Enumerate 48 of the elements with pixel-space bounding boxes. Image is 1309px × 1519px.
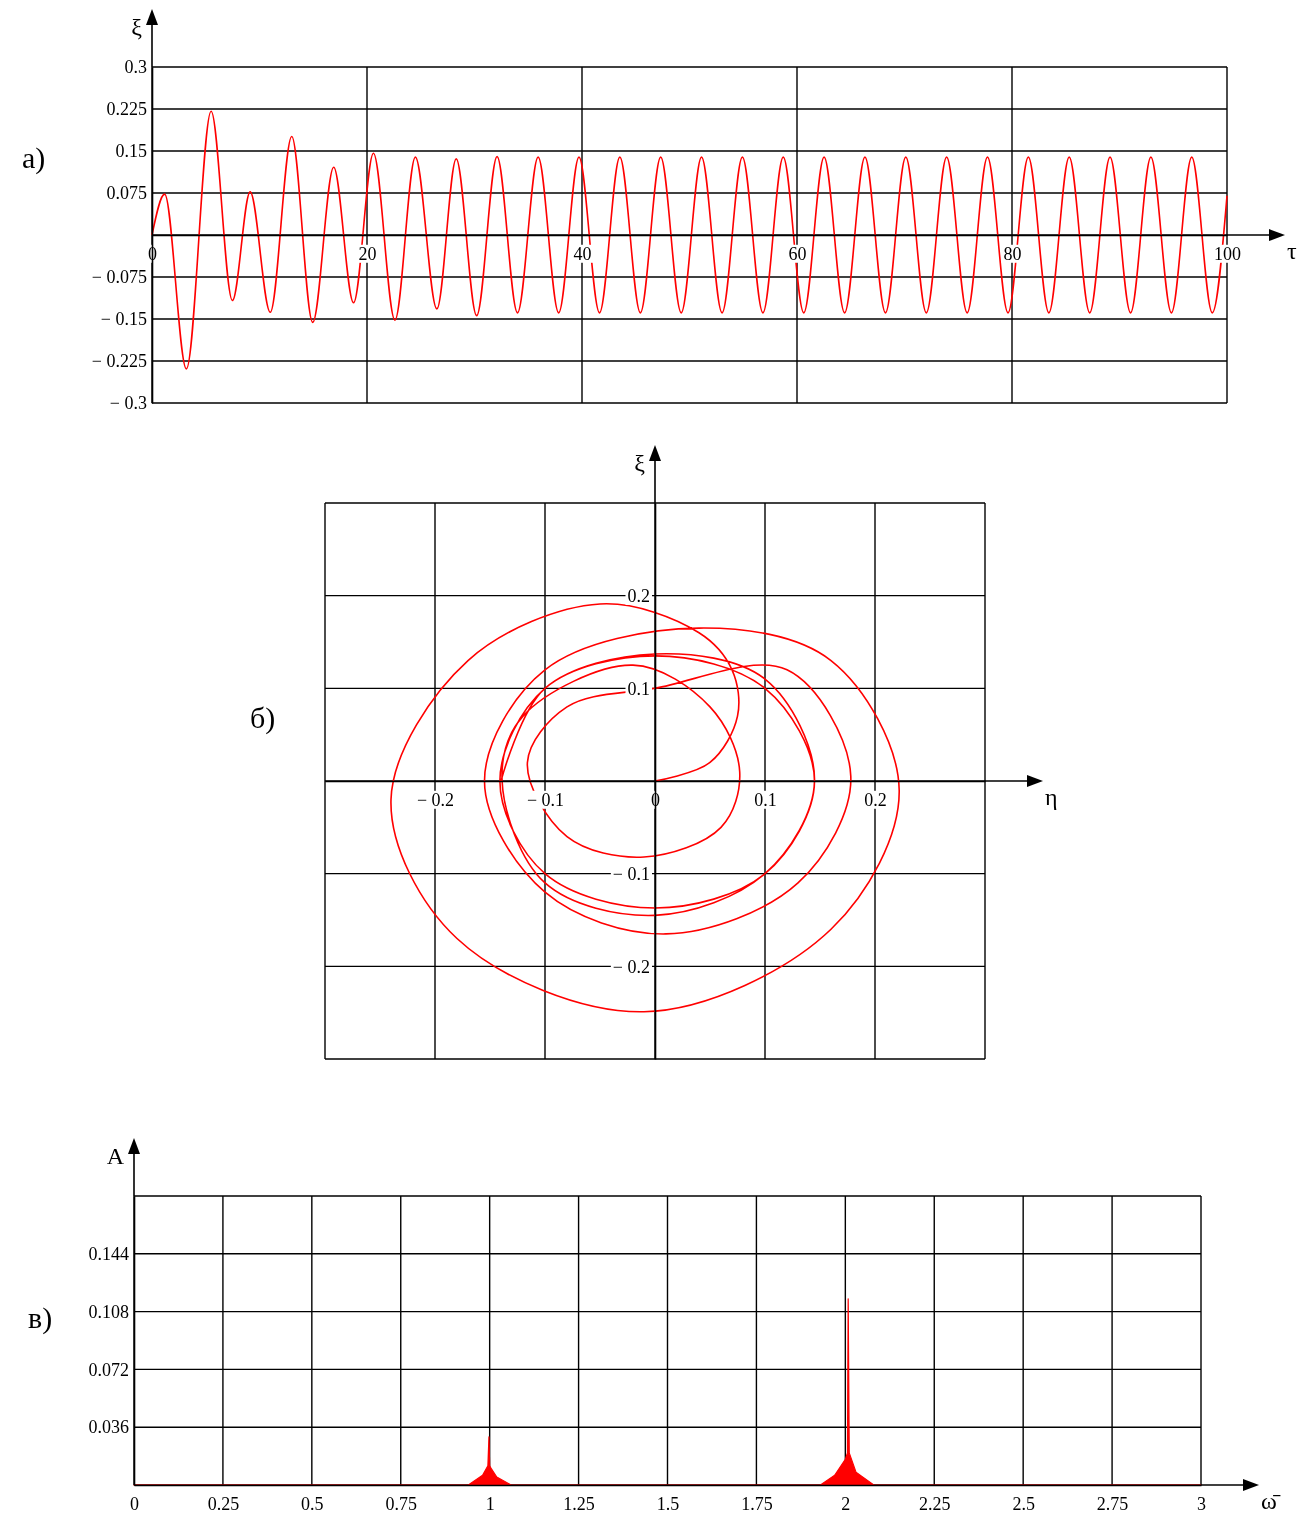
x-axis-title: ω̄ [1261, 1488, 1281, 1514]
x-tick-label: 80 [1003, 243, 1022, 264]
x-axis-title: τ [1287, 238, 1297, 264]
x-tick-label: 2.75 [1096, 1493, 1129, 1514]
x-tick-label: − 0.2 [416, 789, 455, 810]
y-tick-label: 0.072 [88, 1359, 129, 1380]
text: б) [250, 701, 276, 735]
x-tick-label: 0.2 [864, 789, 887, 810]
x-tick-label: 2.25 [919, 1493, 951, 1514]
x-tick-label: 1.75 [741, 1493, 773, 1514]
x-tick-label: − 0.1 [526, 789, 565, 810]
x-tick-label: 40 [573, 243, 592, 264]
y-tick-label: − 0.2 [612, 956, 650, 977]
y-tick-label: 0.144 [88, 1244, 129, 1265]
x-tick-label: 1 [485, 1493, 495, 1514]
x-tick-label: 0.1 [754, 789, 777, 810]
y-tick-label: − 0.075 [91, 267, 147, 288]
y-tick-label: 0.225 [106, 99, 147, 120]
x-tick-label: 0.5 [301, 1493, 324, 1514]
x-tick-label: 0 [130, 1493, 139, 1514]
y-tick-label: 0.1 [627, 678, 650, 699]
text: в) [28, 1301, 53, 1335]
x-tick-label: 0.25 [207, 1493, 240, 1514]
x-tick-label: 1.25 [563, 1493, 595, 1514]
y-tick-label: − 0.225 [91, 351, 147, 372]
y-axis-title: ξ [131, 14, 143, 40]
x-axis-title: η [1045, 784, 1058, 810]
text: а) [22, 141, 46, 175]
y-tick-label: 0.108 [88, 1301, 129, 1322]
x-tick-label: 20 [358, 243, 377, 264]
y-tick-label: − 0.3 [109, 393, 147, 414]
y-tick-label: 0.2 [627, 585, 650, 606]
y-tick-label: 0.036 [88, 1417, 129, 1438]
x-tick-label: 100 [1214, 243, 1241, 264]
y-tick-label: 0.3 [124, 57, 147, 78]
x-tick-label: 1.5 [656, 1493, 680, 1514]
y-tick-label: 0.075 [106, 183, 147, 204]
y-tick-label: 0.15 [115, 141, 147, 162]
y-axis-title: A [106, 1143, 125, 1169]
x-tick-label: 0.75 [385, 1493, 417, 1514]
x-tick-label: 2 [841, 1493, 851, 1514]
y-axis-title: ξ [634, 450, 646, 476]
x-tick-label: 2.5 [1012, 1493, 1035, 1514]
y-tick-label: − 0.15 [100, 309, 147, 330]
x-tick-label: 3 [1197, 1493, 1206, 1514]
line-series [390, 603, 900, 1013]
y-tick-label: − 0.1 [612, 863, 650, 884]
x-tick-label: 60 [788, 243, 807, 264]
